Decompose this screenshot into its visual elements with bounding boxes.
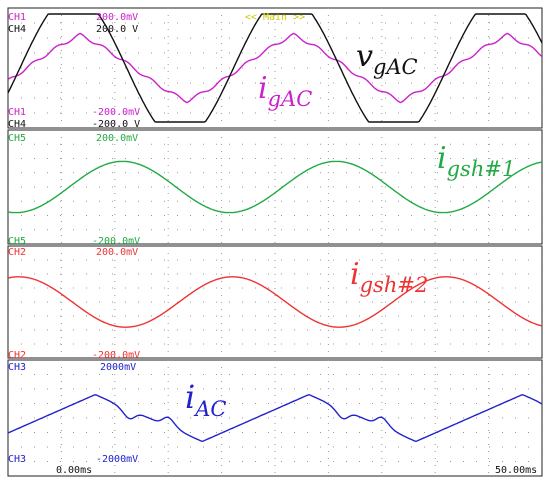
ch3-top-name: CH3	[8, 362, 26, 373]
timebase-header: << Main >>	[245, 12, 305, 23]
signal-label-igsh2: igsh#2	[350, 257, 428, 297]
signal-label-igac: igAC	[258, 71, 312, 111]
grid	[7, 7, 543, 477]
trace-ch3	[7, 394, 543, 442]
signal-label-iac-sub: AC	[193, 397, 226, 421]
signal-label-igsh2-sub: gsh#2	[360, 273, 429, 297]
time-start-label: 0.00ms	[56, 465, 92, 476]
signal-label-igsh1: igsh#1	[437, 141, 515, 181]
ch3-top-scale: 2000mV	[100, 362, 136, 373]
ch2-bottom-name: CH2	[8, 350, 26, 361]
signal-label-vgac-base: v	[356, 39, 373, 74]
time-end-label: 50.00ms	[495, 465, 537, 476]
ch5-bottom-name: CH5	[8, 236, 26, 247]
ch2-bottom-scale: -200.0mV	[92, 350, 140, 361]
signal-label-vgac: vgAC	[356, 39, 418, 79]
ch1-bottom-scale: -200.0mV	[92, 107, 140, 118]
trace-ch5	[7, 160, 543, 214]
signal-label-igsh2-base: i	[350, 257, 360, 292]
ch1-top-scale: 200.0mV	[96, 12, 138, 23]
ch1-bottom-name: CH1	[8, 107, 26, 118]
ch4-top-scale: 200.0 V	[96, 24, 138, 35]
signal-label-iac: iAC	[185, 378, 226, 421]
ch3-bottom-name: CH3	[8, 454, 26, 465]
traces	[7, 13, 543, 442]
ch5-top-name: CH5	[8, 133, 26, 144]
ch2-top-scale: 200.0mV	[96, 247, 138, 258]
ch4-bottom-scale: -200.0 V	[92, 119, 140, 130]
ch4-top-name: CH4	[8, 24, 26, 35]
trace-ch2	[7, 276, 543, 328]
ch5-top-scale: 200.0mV	[96, 133, 138, 144]
signal-label-vgac-sub: gAC	[373, 55, 418, 79]
signal-label-igac-sub: gAC	[268, 87, 313, 111]
ch4-bottom-name: CH4	[8, 119, 26, 130]
trace-ch4	[7, 13, 543, 123]
ch3-bottom-scale: -2000mV	[96, 454, 138, 465]
signal-label-igsh1-sub: gsh#1	[447, 157, 516, 181]
signal-label-igac-base: i	[258, 71, 268, 106]
ch1-top-name: CH1	[8, 12, 26, 23]
trace-ch1	[7, 32, 543, 104]
ch5-bottom-scale: -200.0mV	[92, 236, 140, 247]
signal-label-iac-base: i	[185, 378, 195, 416]
signal-label-igsh1-base: i	[437, 141, 447, 176]
ch2-top-name: CH2	[8, 247, 26, 258]
